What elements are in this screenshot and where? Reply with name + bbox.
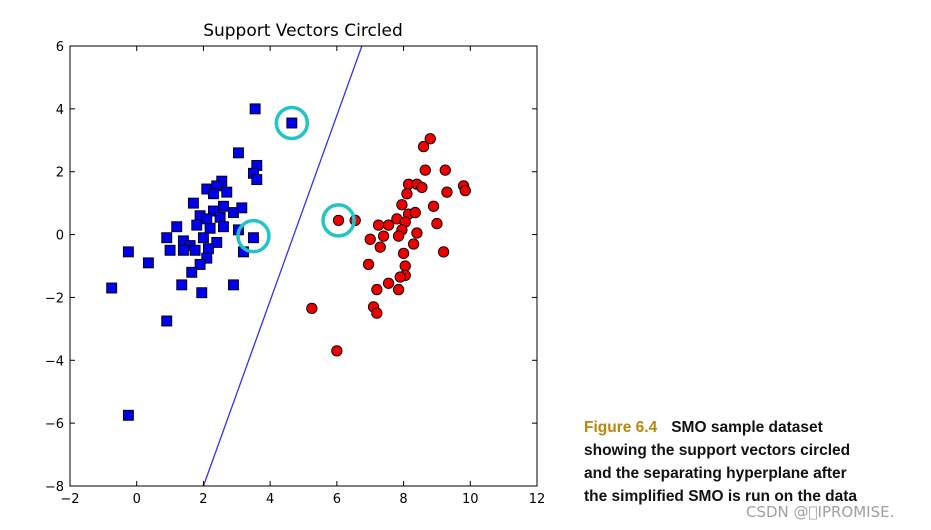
axis-ticks: −2 0 2 4 6 8 10 12 −8 −6 −4 −2 0 2 4 6 — [45, 40, 545, 507]
support-vector-circle — [321, 203, 356, 238]
class-b-point — [439, 164, 451, 176]
class-a-point — [251, 174, 263, 186]
y-tick-label: −6 — [45, 417, 64, 432]
class-b-point — [424, 133, 436, 145]
caption-line-1: SMO sample dataset — [671, 419, 823, 436]
x-tick-label: 8 — [399, 492, 407, 507]
figure-caption: Figure 6.4 SMO sample dataset showing the… — [584, 416, 914, 508]
class-a-point — [217, 221, 229, 233]
x-tick-label: 0 — [133, 492, 141, 507]
caption-line-4: the simplified SMO is run on the data — [584, 488, 857, 505]
class-a-point — [177, 244, 189, 256]
caption-line-2: showing the support vectors circled — [584, 442, 851, 459]
class-a-point — [122, 409, 134, 421]
class-a-point — [196, 287, 208, 299]
class-a-point — [201, 252, 213, 264]
class-b-point — [392, 230, 405, 242]
figure-label: Figure 6.4 — [584, 419, 658, 436]
class-a-point — [204, 222, 216, 234]
class-b-point — [364, 233, 376, 245]
x-tick-label: 12 — [529, 492, 546, 507]
class-a-point — [286, 117, 298, 129]
class-b-point — [399, 260, 411, 272]
class-a-point — [171, 221, 183, 233]
class-a-point — [197, 232, 209, 244]
class-a-point — [161, 232, 173, 244]
class-b-point — [416, 181, 428, 194]
x-tick-label: −2 — [60, 492, 79, 507]
class-b-point — [401, 188, 413, 200]
y-tick-label: −4 — [45, 354, 64, 369]
class-b-point — [459, 184, 471, 197]
class-a-point — [202, 243, 214, 255]
x-tick-label: 6 — [333, 492, 341, 507]
class-a-point — [122, 246, 134, 258]
class-b-point — [409, 206, 421, 219]
chart-title: Support Vectors Circled — [203, 21, 403, 41]
class-a-point — [194, 258, 206, 270]
scatter-chart: Support Vectors Circled −2 0 2 4 6 8 10 12−8−6−… — [45, 21, 545, 507]
separating-hyperplane — [202, 46, 363, 486]
caption-line-3: and the separating hyperplane after — [584, 465, 847, 482]
class-a-point — [214, 211, 226, 223]
class-a-point — [187, 197, 199, 209]
class-a-point — [248, 232, 259, 244]
class-a-point — [164, 244, 176, 256]
watermark: CSDN @ IPROMISE. — [746, 503, 895, 521]
class-b-point — [372, 219, 385, 231]
class-b-point — [396, 199, 408, 211]
class-a-point — [186, 266, 198, 278]
plot-frame — [69, 45, 538, 487]
class-a-point — [227, 279, 239, 291]
x-tick-label: 2 — [199, 492, 207, 507]
class-a-point — [236, 202, 248, 214]
y-tick-label: −2 — [45, 291, 64, 306]
class-a-point — [106, 282, 118, 294]
y-tick-label: 4 — [56, 103, 64, 118]
class-b-point — [377, 230, 390, 242]
plot-area — [106, 46, 471, 486]
y-tick-label: −8 — [45, 480, 64, 495]
class-b-point — [407, 238, 420, 250]
class-a-point — [221, 186, 233, 198]
class-a-point — [207, 188, 219, 200]
y-tick-label: 0 — [56, 229, 64, 244]
class-a-point — [201, 213, 213, 225]
class-a-point — [211, 236, 223, 248]
class-a-point — [233, 147, 244, 159]
class-b-point — [431, 217, 443, 230]
class-b-point — [392, 283, 405, 296]
class-b-point — [437, 246, 450, 258]
y-tick-label: 2 — [56, 166, 64, 181]
x-tick-label: 10 — [462, 492, 479, 507]
class-a-point — [176, 279, 188, 291]
class-a-point — [207, 205, 219, 217]
class-b-point — [419, 164, 431, 176]
support-vector-circle — [236, 218, 271, 254]
class-a-point — [161, 315, 173, 327]
class-a-point — [217, 200, 229, 212]
class-a-point — [142, 257, 154, 269]
class-b-point — [417, 140, 430, 153]
x-tick-label: 4 — [266, 492, 274, 507]
class-b-point — [382, 219, 395, 231]
class-b-point — [331, 345, 343, 357]
class-b-point — [371, 307, 383, 319]
class-a-point — [249, 103, 261, 115]
class-b-point — [394, 271, 406, 283]
class-b-point — [362, 258, 375, 271]
class-a-point — [191, 219, 203, 231]
class-b-point — [306, 302, 318, 315]
class-b-point — [427, 200, 440, 212]
class-a-point — [189, 244, 201, 256]
class-b-point — [374, 241, 386, 253]
class-b-point — [382, 277, 395, 289]
class-b-point — [332, 214, 345, 227]
class-b-point — [441, 186, 453, 198]
y-tick-label: 6 — [56, 40, 64, 55]
class-b-point — [411, 227, 423, 239]
support-vector-circle — [274, 105, 310, 141]
class-b-point — [371, 283, 383, 296]
class-b-point — [397, 247, 410, 260]
